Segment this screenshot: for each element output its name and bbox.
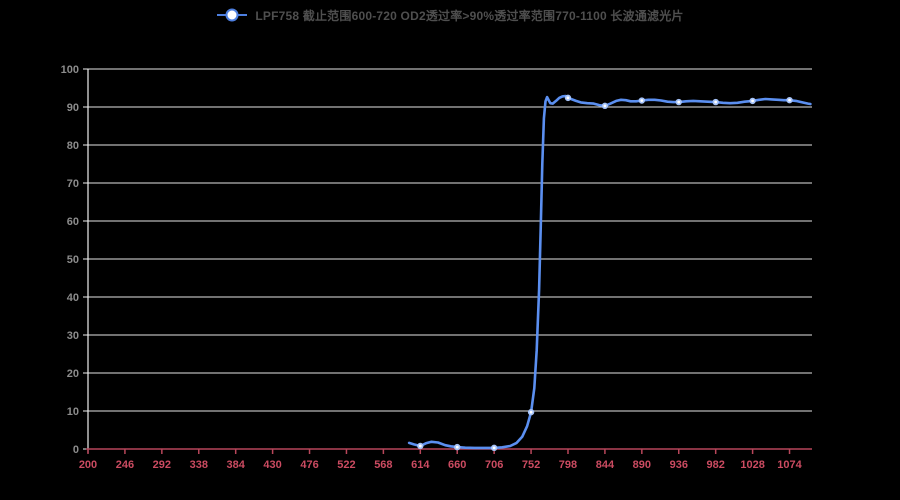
x-axis-tick-label: 246 [116,459,134,471]
data-point-marker [564,94,572,102]
x-axis-tick-label: 568 [374,459,392,471]
x-axis-tick-label: 1074 [777,459,802,471]
x-axis-tick-label: 798 [559,459,577,471]
x-axis-tick-label: 936 [670,459,688,471]
x-axis-tick-label: 384 [227,459,246,471]
x-axis-tick-label: 614 [411,459,430,471]
y-axis-tick-label: 10 [67,406,79,418]
x-axis-tick-label: 200 [79,459,97,471]
data-point-marker [454,443,461,451]
data-point-marker [712,98,719,106]
series-line [407,94,812,450]
y-axis-tick-label: 80 [67,140,79,152]
legend-item[interactable]: LPF758 截止范围600-720 OD2透过率>90%透过率范围770-11… [0,5,900,25]
x-axis-tick-label: 844 [596,459,615,471]
data-point-marker [417,442,424,450]
y-axis-tick-label: 30 [67,330,79,342]
x-axis-tick-label: 292 [153,459,171,471]
data-point-marker [638,97,646,104]
data-point-marker [527,408,535,416]
y-axis-tick-label: 40 [67,292,79,304]
y-axis-tick-label: 0 [73,444,79,456]
y-axis-tick-label: 20 [67,368,79,380]
legend-label: LPF758 截止范围600-720 OD2透过率>90%透过率范围770-11… [255,8,684,23]
y-axis-tick-label: 70 [67,178,79,190]
data-point-marker [749,97,756,105]
legend-line-marker-icon [217,8,248,22]
data-point-marker [786,96,793,104]
y-axis-tick-label: 50 [67,254,79,266]
x-axis-tick-label: 660 [448,459,466,471]
x-axis-tick-label: 982 [707,459,725,471]
data-point-marker [675,98,682,106]
x-axis-tick-label: 1028 [740,459,764,471]
x-axis-tick-label: 890 [633,459,651,471]
y-axis-tick-label: 60 [67,216,79,228]
data-point-marker [490,444,498,452]
x-axis-tick-label: 476 [300,459,318,471]
x-axis-tick-label: 522 [337,459,355,471]
y-axis-tick-label: 90 [67,102,79,114]
x-axis-tick-label: 706 [485,459,503,471]
x-axis-tick-label: 430 [263,459,281,471]
data-point-marker [601,102,609,110]
y-axis-tick-label: 100 [61,64,79,76]
x-axis-tick-label: 752 [522,459,540,471]
x-axis-tick-label: 338 [190,459,208,471]
